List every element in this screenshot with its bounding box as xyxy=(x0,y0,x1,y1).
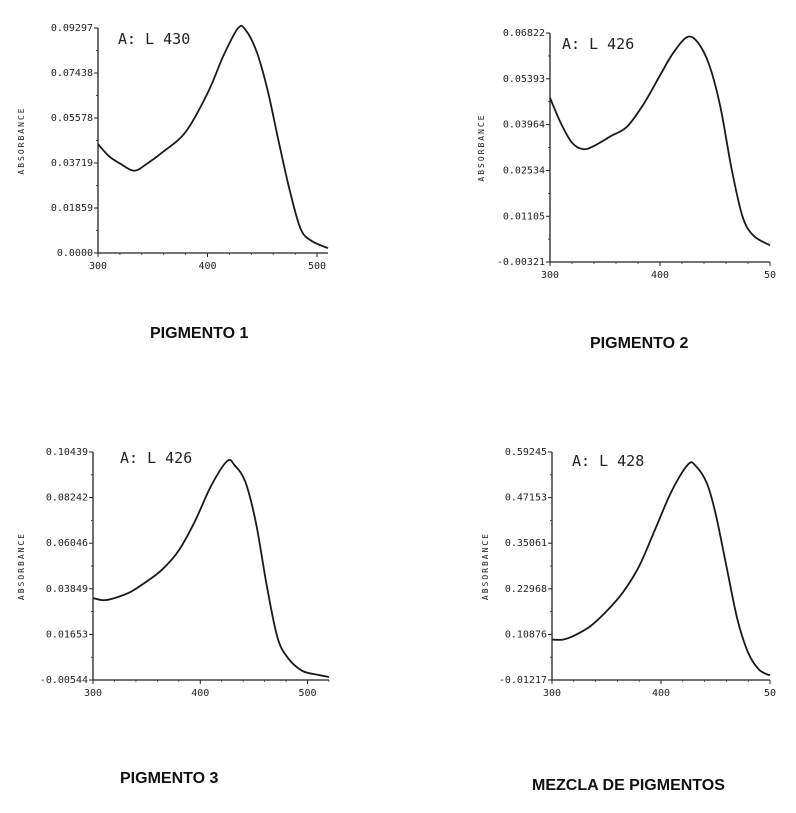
x-tick-label: 300 xyxy=(543,688,561,699)
panel-title-mezcla: MEZCLA DE PIGMENTOS xyxy=(532,777,725,794)
x-tick-label: 300 xyxy=(541,270,559,281)
y-tick-label: 0.59245 xyxy=(505,447,547,458)
peak-annotation: A: L 426 xyxy=(120,449,192,467)
absorbance-curve xyxy=(97,24,329,249)
y-tick-label: 0.05393 xyxy=(503,74,545,85)
y-tick-label: 0.07438 xyxy=(51,68,93,79)
y-axis-label: ABSORBANCE xyxy=(481,532,490,600)
x-tick-label: 50 xyxy=(764,270,776,281)
y-axis-label: ABSORBANCE xyxy=(17,532,26,600)
y-tick-label: -0.00321 xyxy=(497,257,545,268)
x-tick-label: 400 xyxy=(198,261,216,272)
y-tick-label: 0.01105 xyxy=(503,211,545,222)
y-tick-label: 0.06046 xyxy=(46,538,88,549)
peak-annotation: A: L 426 xyxy=(562,35,634,53)
y-tick-label: 0.35061 xyxy=(505,538,547,549)
y-tick-label: 0.10876 xyxy=(505,629,547,640)
y-axis-label: ABSORBANCE xyxy=(477,113,486,181)
x-tick-label: 500 xyxy=(308,261,326,272)
y-tick-label: 0.03719 xyxy=(51,158,93,169)
y-tick-label: 0.47153 xyxy=(505,493,547,504)
y-tick-label: -0.00544 xyxy=(40,675,88,686)
peak-annotation: A: L 430 xyxy=(118,30,190,48)
y-tick-label: 0.06822 xyxy=(503,28,545,39)
x-tick-label: 500 xyxy=(299,688,317,699)
absorbance-curve xyxy=(551,461,771,677)
y-tick-label: 0.09297 xyxy=(51,23,93,34)
x-tick-label: 300 xyxy=(84,688,102,699)
x-tick-label: 50 xyxy=(764,688,776,699)
y-tick-label: 0.03964 xyxy=(503,120,545,131)
y-axis-label: ABSORBANCE xyxy=(17,106,26,174)
y-tick-label: 0.10439 xyxy=(46,447,88,458)
y-tick-label: 0.08242 xyxy=(46,493,88,504)
absorbance-curve xyxy=(549,35,771,247)
y-tick-label: 0.01859 xyxy=(51,203,93,214)
x-tick-label: 400 xyxy=(191,688,209,699)
chart-mezcla-de-pigmentos: -0.01217 0.10876 0.22968 0.35061 0.47153 0.59… xyxy=(481,447,776,699)
y-tick-label: -0.01217 xyxy=(499,675,547,686)
absorbance-curve xyxy=(92,458,330,678)
y-tick-label: 0.22968 xyxy=(505,584,547,595)
peak-annotation: A: L 428 xyxy=(572,452,644,470)
chart-pigmento-2: -0.00321 0.01105 0.02534 0.03964 0.05393 0.06… xyxy=(477,28,776,281)
y-tick-label: 0.02534 xyxy=(503,165,545,176)
panel-title-pigmento-1: PIGMENTO 1 xyxy=(150,325,249,342)
x-tick-label: 400 xyxy=(651,270,669,281)
y-tick-label: 0.0000 xyxy=(57,248,93,259)
y-tick-label: 0.05578 xyxy=(51,113,93,124)
panel-title-pigmento-2: PIGMENTO 2 xyxy=(590,335,689,352)
chart-pigmento-1: 0.0000 0.01859 0.03719 0.05578 0.07438 0.0929… xyxy=(17,23,329,272)
x-tick-label: 300 xyxy=(89,261,107,272)
y-tick-label: 0.01653 xyxy=(46,629,88,640)
x-tick-label: 400 xyxy=(652,688,670,699)
panel-title-pigmento-3: PIGMENTO 3 xyxy=(120,770,219,787)
y-tick-label: 0.03849 xyxy=(46,584,88,595)
chart-pigmento-3: -0.00544 0.01653 0.03849 0.06046 0.08242 0.10… xyxy=(17,447,330,699)
